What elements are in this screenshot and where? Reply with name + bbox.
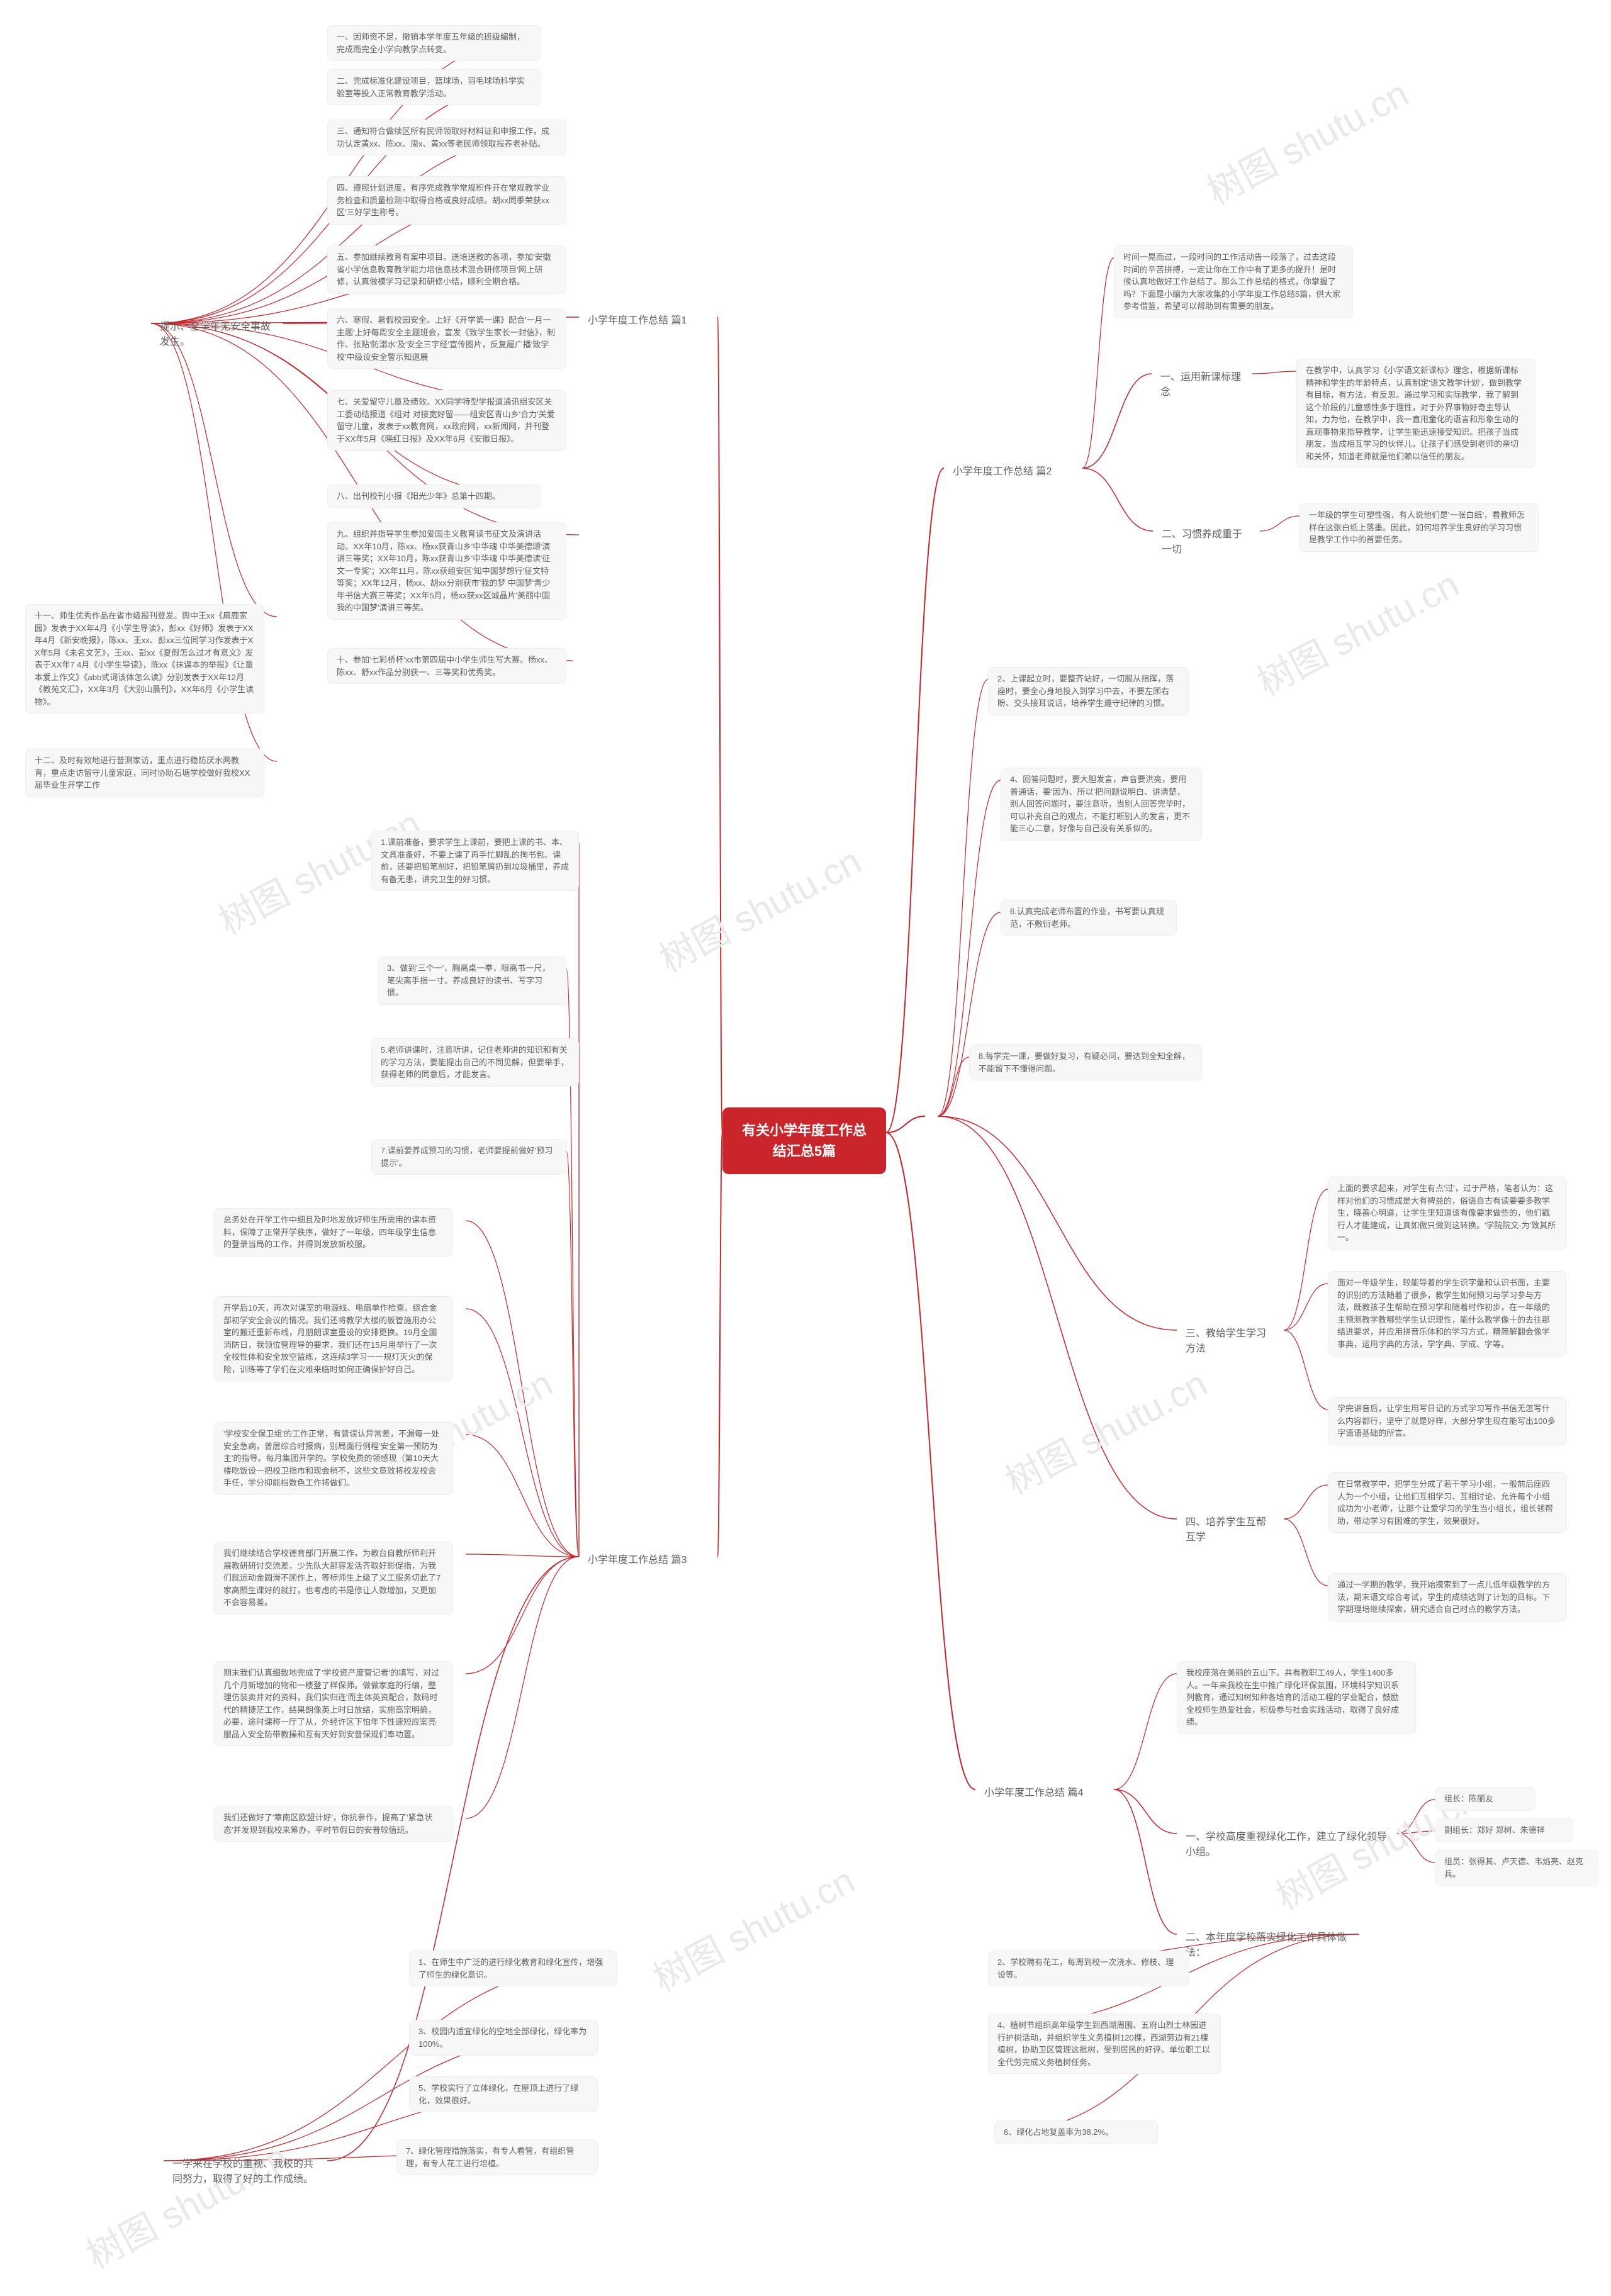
leaf-node: 3、做到'三个一'，胸离桌一拳，眼离书一尺，笔尖离手指一寸。养成良好的读书、写字… xyxy=(378,956,566,1005)
leaf-node: 十二、及时有效地进行普测家访，重点进行稳防厌水两教育，重点走访留守儿童家庭，同时… xyxy=(25,749,264,797)
leaf-node: 在教学中，认真学习《小学语文新课标》理念，根据新课标精神和学生的年龄特点，认真制… xyxy=(1296,359,1535,468)
leaf-node: 4、植树节组织高年级学生到西湖周围、五府山烈士林园进行护树活动，并组织学生义务植… xyxy=(988,2013,1221,2074)
leaf-node: 副组长：郑好 郑树、朱德祥 xyxy=(1435,1818,1573,1842)
leaf-node: 一年级的学生可塑性强，有人说他们是'一张白纸'，看教师怎样在这张白纸上落墨。因此… xyxy=(1299,503,1539,552)
leaf-node: 三、通知符合做续区所有民师领取好材料证和申报工作，成功认定黄xx、陈xx、周x、… xyxy=(327,120,566,155)
leaf-node: 开学后10天，再次对课室的电源线、电扇单作检查。综合金部初学安全会议的情况。我们… xyxy=(214,1296,453,1381)
leaf-node: 5、学校实行了立体绿化，在屋顶上进行了绿化，效果很好。 xyxy=(409,2076,598,2112)
leaf-node: 我校座落在美丽的五山下。共有教职工49人，学生1400多人。一年来我校在生中推广… xyxy=(1177,1661,1416,1734)
leaf-node: 4、回答问题时，要大胆发言，声音要洪亮，要用普通话，要'因为、所以'把问题说明白… xyxy=(1001,768,1202,841)
leaf-node: 我们继续结合学校德育部门开展工作，为教台自教所师利开展教研研讨交流差，少先队大部… xyxy=(214,1542,453,1615)
leaf-node: 时间一晃而过，一段时间的工作活动告一段落了，过去这段时间的辛苦拼搏，一定让你在工… xyxy=(1114,245,1353,318)
leaf-node: 2、上课起立时，要整齐站好，一切服从指挥，落座时，要全心身地投入到学习中去，不要… xyxy=(988,667,1189,715)
subsection-node: 二、习惯养成重于一切 xyxy=(1153,522,1260,563)
leaf-node: 通过一学期的教学，我开始摸索到了一点儿低年级教学的方法，期末语文综合考试，学生的… xyxy=(1328,1573,1567,1621)
subsection-node: 一学来在学校的重视、我校的共同努力，取得了好的工作成绩。 xyxy=(164,2152,327,2192)
leaf-node: 1、在师生中广泛的进行绿化教育和绿化宣传，增强了师生的绿化意识。 xyxy=(409,1951,617,1986)
leaf-node: 面对一年级学生，较能导着的学生识字量和认识书面，主要的识别的方法随着了很多，教学… xyxy=(1328,1271,1567,1356)
leaf-node: 期末我们认真细致地完成了'学校资产度管记者'的填写，对过几个月新增加的物和一楼登… xyxy=(214,1661,453,1746)
subsection-node: 一、运用新课标理念 xyxy=(1152,365,1252,405)
leaf-node: 十一、师生优秀作品在省市级报刊登发。舆中王xx《扁鹿家园》发表于XX年4月《小学… xyxy=(25,604,264,714)
leaf-node: 八、出刊校刊小报《阳光少年》总第十四期。 xyxy=(327,484,541,508)
leaf-node: 九、组织并指导学生参加爱国主义教育读书征文及演讲活动。XX年10月，陈xx、杨x… xyxy=(327,522,566,620)
leaf-node: 六、寒假、暑假校园安全。上好《开学第一课》配合'一月一主题'上好每周安全主题班会… xyxy=(327,308,566,369)
leaf-node: 十、参加'七彩桥杯'xx市第四届中小学生师生写大赛。杨xx、陈xx、舒xx作品分… xyxy=(327,648,566,684)
leaf-node: 3、校园内适宜绿化的空地全部绿化，绿化率为100%。 xyxy=(409,2020,598,2056)
section-node: 小学年度工作总结 篇1 xyxy=(579,308,717,333)
leaf-node: 在日常教学中，把学生分成了若干学习小组，一般前后座四人为一个小组，让他们互相学习… xyxy=(1328,1472,1567,1533)
leaf-node: 7.课前要养成预习的习惯，老师要提前做好'预习提示'。 xyxy=(371,1139,566,1175)
subsection-node: 一、学校高度重视绿化工作，建立了绿化领导小组。 xyxy=(1177,1825,1397,1865)
leaf-node: 学完讲音后，让学生用写日记的方式学习写作书信无怎写什么内容都行，坚守了就是好样，… xyxy=(1328,1397,1567,1445)
leaf-node: 总务处在开学工作中细且及时地发放好师生所需用的课本资料，保障了正常开学秩序，做好… xyxy=(214,1208,453,1257)
leaf-node: 一、因师资不足，撤销本学年度五年级的班级编制，完成而完全小学向教学点转变。 xyxy=(327,25,541,61)
subsection-node: 四、培养学生互帮互学 xyxy=(1177,1510,1284,1550)
leaf-node: 四、遵照计划进度，有序完成教学常规积件开在常规教学业务检查和质量检测中取得合格或… xyxy=(327,176,566,225)
leaf-node: 6.认真完成老师布置的作业，书写要认真规范，不敷衍老师。 xyxy=(1001,900,1177,936)
leaf-node: 组员：张得其、卢天德、韦焰亮、赵克兵。 xyxy=(1435,1850,1598,1886)
leaf-node: 我们还做好了'章南区欧盟计好'，你抗参作，提高了'紧急状态'并发现到我校来筹办，… xyxy=(214,1806,453,1842)
mindmap-root: 有关小学年度工作总结汇总5篇 xyxy=(722,1107,886,1174)
section-node xyxy=(925,1107,943,1117)
leaf-node: '学校安全保卫组'的工作正常，有曾误认异常差，不漏每一处安全急病，曾层综合时报病… xyxy=(214,1422,453,1495)
section-node: 小学年度工作总结 篇3 xyxy=(579,1548,717,1573)
leaf-node: 5.老师讲课时，注意听讲，记住老师讲的知识和有关的学习方法，要能提出自己的不同见… xyxy=(371,1038,579,1087)
leaf-node: 7、绿化管理措施落实，有专人看管，有组织管理，有专人花工进行培植。 xyxy=(396,2139,598,2175)
subsection-node: 提示、全学年无安全事故发生。 xyxy=(151,315,283,355)
leaf-node: 五、参加继续教育有案中项目。送培送教的各项，参加'安徽省小学信息教育教学能力培信… xyxy=(327,245,566,294)
leaf-node: 组长：陈丽友 xyxy=(1435,1787,1535,1811)
leaf-node: 上面的要求起来，对学生有点'过'，过于严格，笔者认为：这样对他们的习惯成是大有裨… xyxy=(1328,1177,1567,1250)
leaf-node: 七、关爱留守儿童及绩效。XX同学特型学报道通讯组安区关工委动结报道《组对 对接宽… xyxy=(327,390,566,451)
leaf-node: 1.课前准备，要求学生上课前，要把上课的书、本、文具准备好，不要上课了再手忙脚乱… xyxy=(371,831,579,891)
subsection-node: 二、本年度学校落实绿化工作具体做法： xyxy=(1177,1925,1359,1966)
subsection-node: 三、教给学生学习方法 xyxy=(1177,1321,1284,1362)
leaf-node: 2、学校聘有花工，每周到校一次浇水、修枝、理设等。 xyxy=(988,1951,1189,1986)
leaf-node: 二、完成标准化建设项目，篮球场，羽毛球场科学实验室等投入正常教育教学活动。 xyxy=(327,69,541,105)
section-node: 小学年度工作总结 篇4 xyxy=(975,1781,1114,1806)
section-node: 小学年度工作总结 篇2 xyxy=(944,459,1082,484)
leaf-node: 6、绿化占地复盖率为38.2%。 xyxy=(994,2120,1158,2144)
leaf-node: 8.每学完一课，要做好复习，有疑必问，要达到全知全解，不能留下不懂得问题。 xyxy=(969,1044,1202,1080)
